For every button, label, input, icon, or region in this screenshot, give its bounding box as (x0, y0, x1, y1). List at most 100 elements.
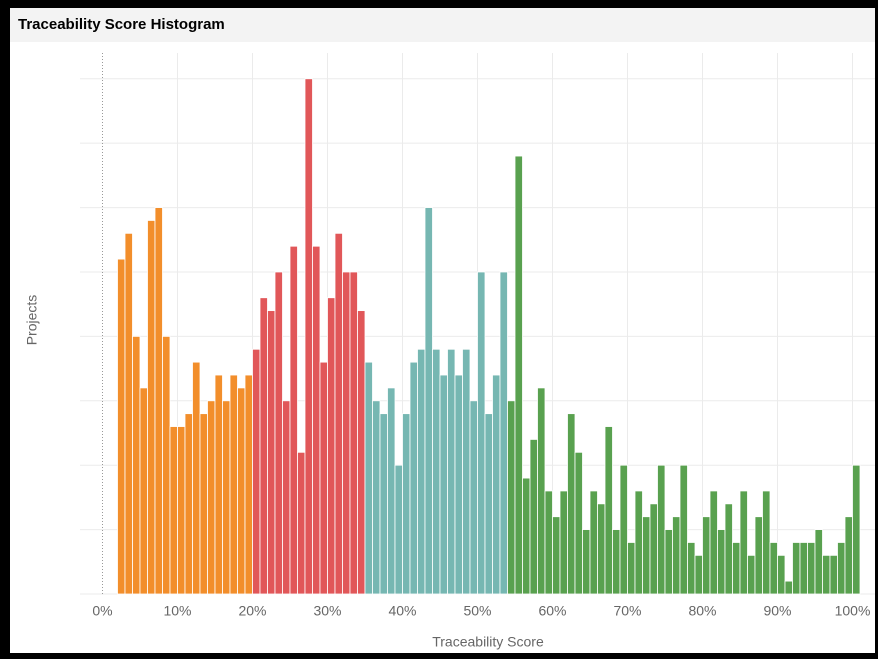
bar (349, 271, 358, 595)
bar (672, 516, 681, 595)
bar (567, 413, 576, 595)
bar (844, 516, 853, 595)
bar (439, 374, 448, 595)
x-tick-label: 70% (613, 603, 641, 619)
bar (694, 554, 703, 595)
bar (837, 542, 846, 595)
bar (379, 413, 388, 595)
bar (852, 464, 861, 595)
bar (282, 400, 291, 595)
bar (124, 232, 133, 595)
bar (207, 400, 216, 595)
bar (424, 207, 433, 595)
bar (537, 387, 546, 595)
bar (394, 464, 403, 595)
bar (724, 503, 733, 595)
x-axis-label: Traceability Score (432, 634, 544, 650)
bar (799, 542, 808, 595)
bar (679, 464, 688, 595)
bar (169, 426, 178, 595)
bar (117, 258, 126, 595)
bar (807, 542, 816, 595)
bar (162, 335, 171, 595)
bar (792, 542, 801, 595)
bar (612, 529, 621, 595)
bar (604, 426, 613, 595)
bar (657, 464, 666, 595)
bar (297, 451, 306, 595)
bar (477, 271, 486, 595)
x-tick-label: 0% (92, 603, 112, 619)
bar (364, 361, 373, 595)
x-tick-label: 60% (538, 603, 566, 619)
bar (372, 400, 381, 595)
bar (814, 529, 823, 595)
x-tick-label: 90% (763, 603, 791, 619)
bar (334, 232, 343, 595)
bar (304, 78, 313, 595)
bar (409, 361, 418, 595)
bar (642, 516, 651, 595)
bar (484, 413, 493, 595)
bar (559, 490, 568, 595)
bar (432, 348, 441, 595)
bar (687, 542, 696, 595)
bar (289, 245, 298, 595)
bar (222, 400, 231, 595)
bar (552, 516, 561, 595)
bar (649, 503, 658, 595)
bar (312, 245, 321, 595)
bar (454, 374, 463, 595)
bar (769, 542, 778, 595)
bar (717, 529, 726, 595)
bar (597, 503, 606, 595)
bar (274, 271, 283, 595)
bar (499, 271, 508, 595)
bar (582, 529, 591, 595)
bar (147, 220, 156, 595)
x-tick-label: 10% (163, 603, 191, 619)
bar (462, 348, 471, 595)
bar (327, 297, 336, 595)
x-tick-label: 40% (388, 603, 416, 619)
bar (784, 580, 793, 595)
bar (732, 542, 741, 595)
bar (192, 361, 201, 595)
bar (259, 297, 268, 595)
bar (214, 374, 223, 595)
bar (492, 374, 501, 595)
bar (342, 271, 351, 595)
x-tick-label: 30% (313, 603, 341, 619)
x-tick-label: 100% (835, 603, 871, 619)
bar (199, 413, 208, 595)
bar (664, 529, 673, 595)
bar (357, 310, 366, 595)
bar (387, 387, 396, 595)
bar (267, 310, 276, 595)
bar (252, 348, 261, 595)
bar (754, 516, 763, 595)
bar (822, 554, 831, 595)
bar (544, 490, 553, 595)
bar (184, 413, 193, 595)
bar (634, 490, 643, 595)
x-tick-label: 20% (238, 603, 266, 619)
bar (514, 155, 523, 595)
bar (829, 554, 838, 595)
bar (132, 335, 141, 595)
bar (702, 516, 711, 595)
bar (777, 554, 786, 595)
bar (739, 490, 748, 595)
bar (762, 490, 771, 595)
x-tick-label: 50% (463, 603, 491, 619)
bar (589, 490, 598, 595)
bar (319, 361, 328, 595)
bar (139, 387, 148, 595)
bar (619, 464, 628, 595)
bar (627, 542, 636, 595)
bar (574, 451, 583, 595)
bar (522, 477, 531, 595)
y-axis-label: Projects (24, 295, 40, 346)
bar (529, 439, 538, 595)
